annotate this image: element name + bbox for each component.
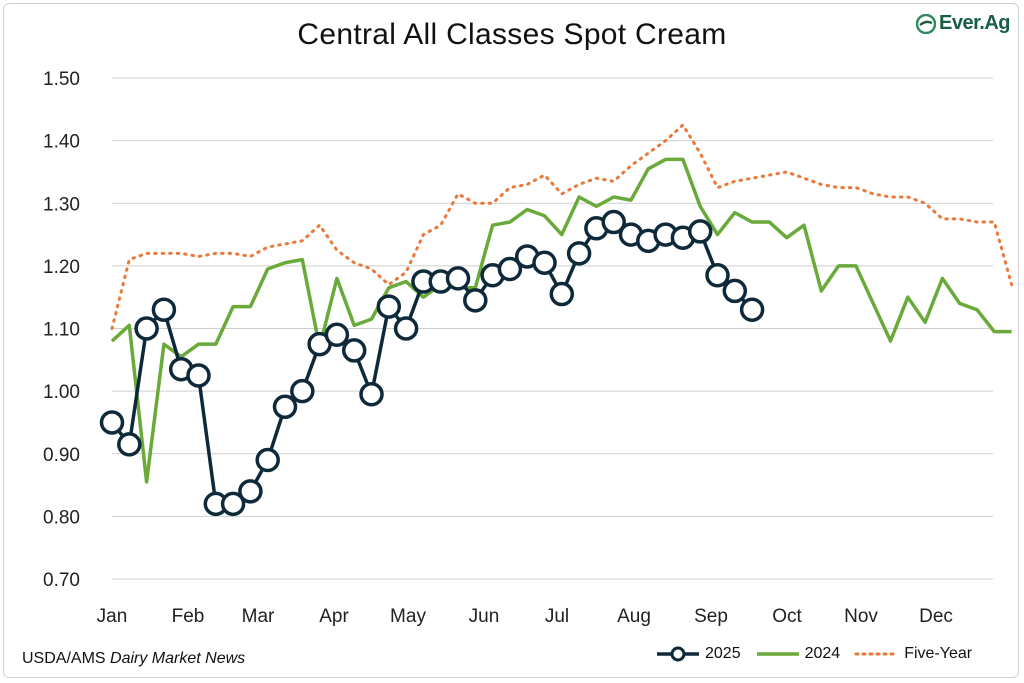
x-tick-label: Jun	[469, 606, 500, 627]
data-point-2025	[463, 288, 488, 313]
series-five-year	[110, 123, 1014, 330]
y-tick-label: 0.80	[43, 507, 80, 528]
data-point-2025	[151, 297, 177, 322]
data-point-2025	[687, 219, 713, 244]
series-five-year-line	[110, 123, 1014, 330]
ever-ag-logo-icon	[916, 13, 937, 34]
series-2025-line	[110, 220, 754, 506]
legend: 2025 2024 Five-Year	[655, 645, 986, 663]
data-point-2025	[220, 491, 246, 517]
logo: Ever.Ag	[916, 12, 1010, 35]
data-point-2025	[393, 316, 419, 341]
data-point-2025	[272, 394, 298, 420]
x-tick-label: Feb	[172, 606, 205, 627]
source-italic: Dairy Market News	[110, 650, 246, 667]
data-point-2025	[376, 294, 402, 319]
legend-swatch-2025	[657, 646, 699, 662]
legend-item-2024: 2024	[755, 645, 841, 663]
data-point-2025	[739, 297, 765, 322]
data-point-2025	[117, 432, 142, 457]
data-point-2025	[238, 479, 263, 504]
x-tick-label: Nov	[844, 606, 878, 627]
legend-label-five-year: Five-Year	[904, 645, 973, 662]
data-point-2025	[566, 241, 592, 266]
y-tick-label: 1.20	[43, 257, 80, 278]
data-point-2025	[705, 263, 730, 288]
x-tick-label: Jan	[97, 606, 128, 627]
data-point-2025	[324, 322, 350, 348]
series-2024-line	[110, 157, 1012, 484]
legend-swatch-five-year	[854, 652, 900, 656]
data-point-2025	[255, 447, 280, 473]
data-point-2025	[532, 250, 557, 275]
x-tick-label: Sep	[694, 606, 728, 627]
data-point-2025	[497, 256, 523, 282]
x-tick-label: Apr	[319, 606, 349, 627]
series-layer	[99, 123, 1014, 517]
data-point-2025	[359, 382, 384, 407]
y-tick-label: 1.30	[43, 194, 80, 215]
y-tick-label: 0.70	[43, 570, 80, 591]
x-axis-ticks: Jan Feb Mar Apr May Jun Jul Aug Sep Oct Nov Dec	[97, 606, 953, 627]
data-point-2025	[601, 209, 626, 235]
y-tick-label: 1.00	[43, 382, 80, 403]
y-tick-label: 0.90	[43, 445, 80, 466]
y-axis-ticks: 0.70 0.80 0.90 1.00 1.10 1.20 1.30 1.40 1.50	[43, 69, 80, 591]
data-point-2025	[186, 363, 211, 388]
data-point-2025	[445, 266, 471, 291]
source-prefix: USDA/AMS	[22, 650, 111, 667]
logo-text: Ever.Ag	[939, 12, 1010, 34]
y-tick-label: 1.50	[43, 69, 80, 90]
legend-item-2025: 2025	[655, 645, 741, 663]
x-tick-label: Mar	[242, 606, 275, 627]
data-point-2025	[134, 316, 159, 341]
x-tick-label: Dec	[919, 606, 953, 627]
data-point-2025	[290, 378, 315, 404]
chart-title: Central All Classes Spot Cream	[297, 18, 727, 51]
x-tick-label: Aug	[617, 606, 651, 627]
y-tick-label: 1.40	[43, 132, 80, 153]
legend-label-2024: 2024	[804, 645, 841, 662]
series-2025	[99, 209, 765, 517]
data-point-2025	[99, 410, 125, 435]
legend-label-2025: 2025	[705, 645, 741, 662]
legend-item-five-year: Five-Year	[854, 645, 972, 663]
legend-swatch-2024	[756, 652, 799, 656]
source-note: USDA/AMS Dairy Market News	[22, 650, 245, 668]
data-point-2025	[549, 281, 575, 307]
data-point-2025	[341, 338, 367, 363]
y-tick-label: 1.10	[43, 320, 80, 341]
x-tick-label: Jul	[545, 606, 569, 627]
series-2024	[110, 157, 1012, 484]
data-point-2025	[722, 278, 748, 304]
x-tick-label: May	[390, 606, 426, 627]
x-tick-label: Oct	[772, 606, 802, 627]
